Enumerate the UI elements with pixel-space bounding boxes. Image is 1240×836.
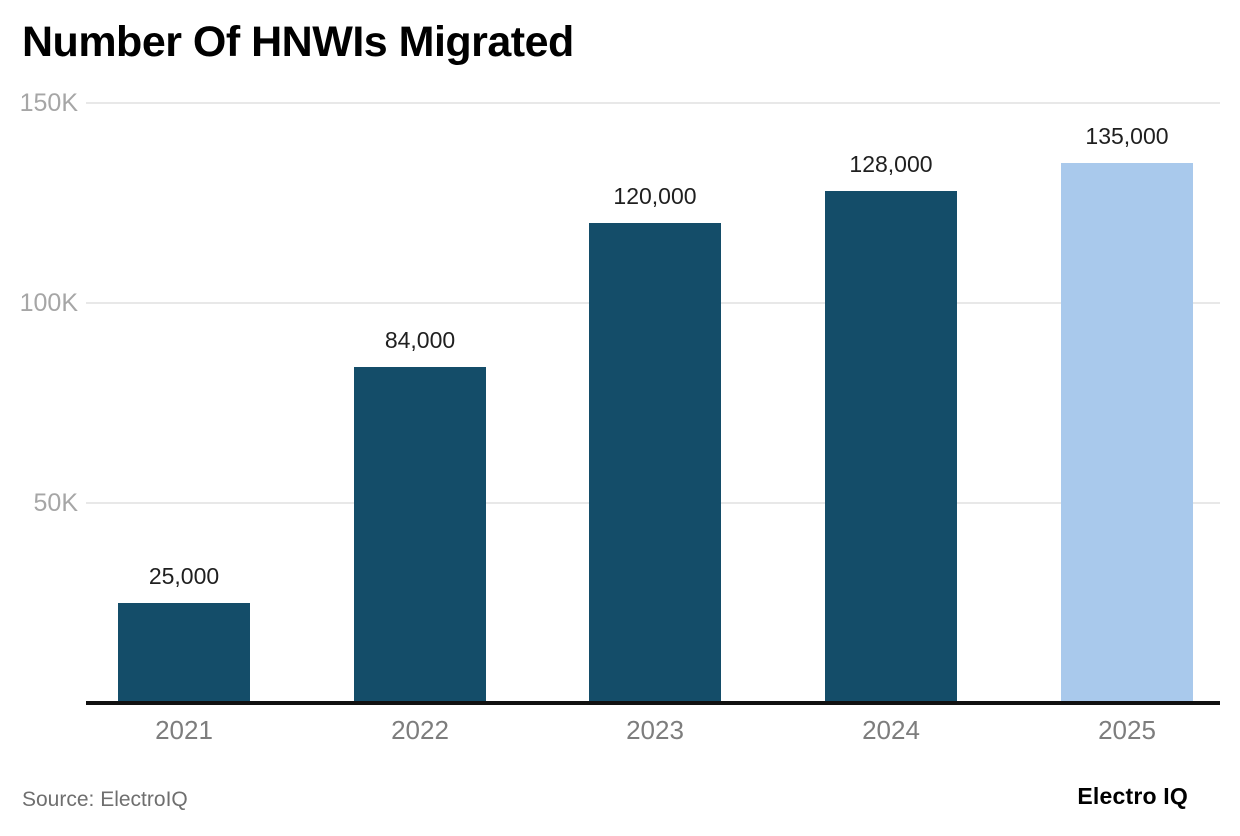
bar-value-label-2022: 84,000 [384, 327, 456, 353]
x-axis-label-2024: 2024 [862, 715, 920, 745]
chart-title: Number Of HNWIs Migrated [22, 18, 574, 66]
grid-line-150K [86, 102, 1220, 104]
x-axis-label-2023: 2023 [626, 715, 684, 745]
bar-2024 [825, 191, 957, 703]
x-axis-label-2022: 2022 [391, 715, 449, 745]
brand-logo: Electro IQ [1077, 783, 1188, 809]
x-axis-label-2021: 2021 [155, 715, 213, 745]
x-axis-baseline [86, 701, 1220, 705]
bar-value-label-2021: 25,000 [148, 563, 220, 589]
x-axis-label-2025: 2025 [1098, 715, 1156, 745]
y-axis-label-150K: 150K [19, 89, 78, 117]
bar-2022 [354, 367, 486, 703]
bar-2023 [589, 223, 721, 703]
source-label: Source: ElectroIQ [22, 788, 188, 811]
y-axis-label-50K: 50K [33, 489, 78, 517]
bar-2025 [1061, 163, 1193, 703]
bar-2021 [118, 603, 250, 703]
bar-value-label-2024: 128,000 [849, 151, 933, 177]
y-axis-label-100K: 100K [19, 289, 78, 317]
bar-value-label-2023: 120,000 [613, 183, 697, 209]
bar-value-label-2025: 135,000 [1085, 123, 1169, 149]
